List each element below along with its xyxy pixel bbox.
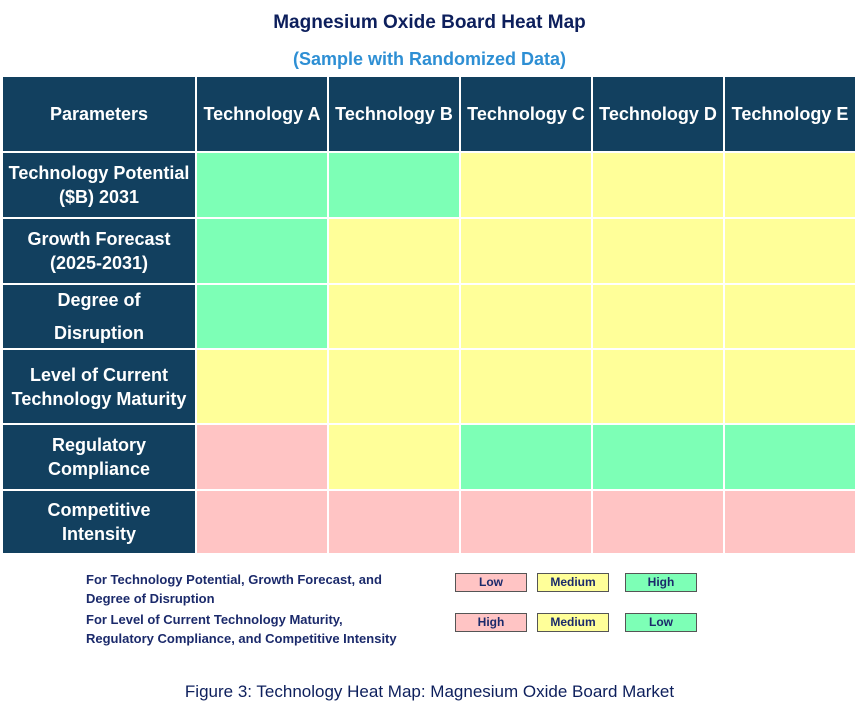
- legend-box: High: [625, 573, 697, 592]
- legend-box: High: [455, 613, 527, 632]
- heat-cell: [196, 349, 328, 424]
- caption: Figure 3: Technology Heat Map: Magnesium…: [184, 682, 675, 701]
- legend-text-line: For Technology Potential, Growth Forecas…: [86, 572, 382, 587]
- legend-box: Medium: [537, 613, 609, 632]
- heat-cell: [724, 284, 856, 349]
- heat-cell: [328, 490, 460, 554]
- header-cell: Technology A: [196, 76, 328, 152]
- heat-cell: [724, 218, 856, 284]
- legend-text-line: Regulatory Compliance, and Competitive I…: [86, 631, 397, 646]
- header-cell: Parameters: [2, 76, 196, 152]
- heat-cell: [196, 424, 328, 490]
- heat-cell: [724, 490, 856, 554]
- heat-cell: [592, 218, 724, 284]
- row-label: Technology Potential ($B) 2031: [2, 152, 196, 218]
- row-label: Regulatory Compliance: [2, 424, 196, 490]
- heat-cell: [592, 424, 724, 490]
- heat-cell: [460, 152, 592, 218]
- legend-box: Medium: [537, 573, 609, 592]
- heat-cell: [328, 284, 460, 349]
- heat-cell: [196, 152, 328, 218]
- row-label-line: Technology Maturity: [11, 388, 187, 409]
- heat-cell: [196, 218, 328, 284]
- title: Magnesium Oxide Board Heat Map: [273, 12, 586, 33]
- heat-cell: [328, 349, 460, 424]
- heat-cell: [328, 218, 460, 284]
- heat-cell: [592, 152, 724, 218]
- heat-cell: [724, 424, 856, 490]
- row-label-line: Competitive: [47, 500, 151, 520]
- legend-text: For Technology Potential, Growth Forecas…: [86, 570, 382, 608]
- row-label-line: Regulatory: [51, 435, 147, 455]
- row-label-line: (2025-2031): [49, 253, 149, 273]
- heat-cell: [460, 284, 592, 349]
- heat-cell: [460, 490, 592, 554]
- row-label: Competitive Intensity: [2, 490, 196, 554]
- subtitle: (Sample with Randomized Data): [292, 49, 567, 69]
- heat-cell: [460, 424, 592, 490]
- row-label-line: Disruption: [54, 322, 144, 343]
- row-label-line: Growth Forecast: [27, 229, 171, 249]
- heat-cell: [460, 218, 592, 284]
- row-label-line: Intensity: [61, 524, 136, 544]
- legend-box: Low: [455, 573, 527, 592]
- heat-cell: [592, 349, 724, 424]
- heat-cell: [592, 490, 724, 554]
- heat-cell: [328, 152, 460, 218]
- row-label-line: Compliance: [47, 459, 151, 479]
- heat-cell: [592, 284, 724, 349]
- row-label: Growth Forecast (2025-2031): [2, 218, 196, 284]
- heat-cell: [724, 152, 856, 218]
- header-cell: Technology B: [328, 76, 460, 152]
- row-label-line: Level of Current: [29, 364, 169, 385]
- header-cell: Technology E: [724, 76, 856, 152]
- heat-cell: [460, 349, 592, 424]
- row-label: Level of Current Technology Maturity: [2, 349, 196, 424]
- heat-cell: [196, 490, 328, 554]
- row-label-line: ($B) 2031: [58, 187, 140, 207]
- legend-text: For Level of Current Technology Maturity…: [86, 610, 397, 648]
- header-cell: Technology C: [460, 76, 592, 152]
- legend-text-line: Degree of Disruption: [86, 591, 215, 606]
- row-label-line: Technology Potential: [8, 163, 190, 183]
- heat-cell: [724, 349, 856, 424]
- legend-text-line: For Level of Current Technology Maturity…: [86, 612, 343, 627]
- row-label: Degree of Disruption: [2, 284, 196, 349]
- header-cell: Technology D: [592, 76, 724, 152]
- heat-cell: [196, 284, 328, 349]
- legend-box: Low: [625, 613, 697, 632]
- heat-cell: [328, 424, 460, 490]
- row-label-line: Degree of: [57, 289, 141, 310]
